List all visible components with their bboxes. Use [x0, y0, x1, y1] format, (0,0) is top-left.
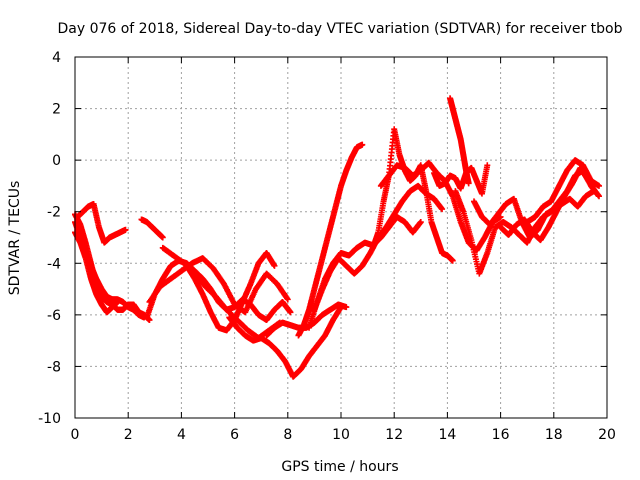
data-point: [284, 296, 291, 303]
data-point: [287, 309, 294, 316]
data-point: [449, 257, 456, 264]
y-tick-label: -2: [47, 205, 61, 221]
y-axis-label: SDTVAR / TECUs: [7, 181, 23, 296]
data-point: [484, 162, 491, 169]
series-pass-v: [524, 157, 603, 226]
x-tick-label: 4: [177, 427, 186, 443]
data-points: [72, 95, 603, 380]
data-point: [465, 180, 472, 187]
series-pass-c: [72, 229, 121, 316]
x-tick-label: 12: [385, 427, 403, 443]
series-pass-d: [74, 200, 129, 246]
data-point: [271, 262, 278, 269]
data-point: [343, 304, 350, 311]
data-point: [439, 206, 446, 213]
x-tick-label: 2: [124, 427, 133, 443]
data-point: [593, 190, 600, 197]
series-pass-l: [295, 141, 366, 339]
x-tick-label: 18: [545, 427, 563, 443]
data-point: [114, 298, 121, 305]
y-tick-label: -8: [47, 359, 61, 375]
series-pass-g: [146, 255, 291, 316]
chart-title: Day 076 of 2018, Sidereal Day-to-day VTE…: [57, 21, 622, 37]
data-point: [417, 219, 424, 226]
y-tick-label: 0: [52, 153, 61, 169]
y-tick-label: -10: [38, 411, 61, 427]
data-point: [359, 141, 366, 148]
x-axis-label: GPS time / hours: [281, 459, 398, 475]
data-point: [122, 226, 129, 233]
y-tick-label: -6: [47, 308, 61, 324]
y-tick-label: 2: [52, 102, 61, 118]
x-tick-label: 10: [332, 427, 350, 443]
x-tick-label: 20: [598, 427, 616, 443]
x-tick-label: 6: [230, 427, 239, 443]
series-pass-i: [183, 249, 278, 334]
series-pass-e: [138, 216, 166, 241]
x-tick-label: 0: [71, 427, 80, 443]
series-pass-j: [226, 304, 344, 380]
axis-ticks: 0 2 4 6 8 10 12 14 16 18 20 -10 -8 -6 -4 -2 0 2 4: [38, 50, 616, 443]
y-tick-label: -4: [47, 256, 61, 272]
x-tick-label: 16: [492, 427, 510, 443]
x-tick-label: 8: [283, 427, 292, 443]
data-point: [159, 234, 166, 241]
data-point: [596, 182, 603, 189]
x-tick-label: 14: [438, 427, 456, 443]
y-tick-label: 4: [52, 50, 61, 66]
series-pass-r: [447, 95, 472, 187]
